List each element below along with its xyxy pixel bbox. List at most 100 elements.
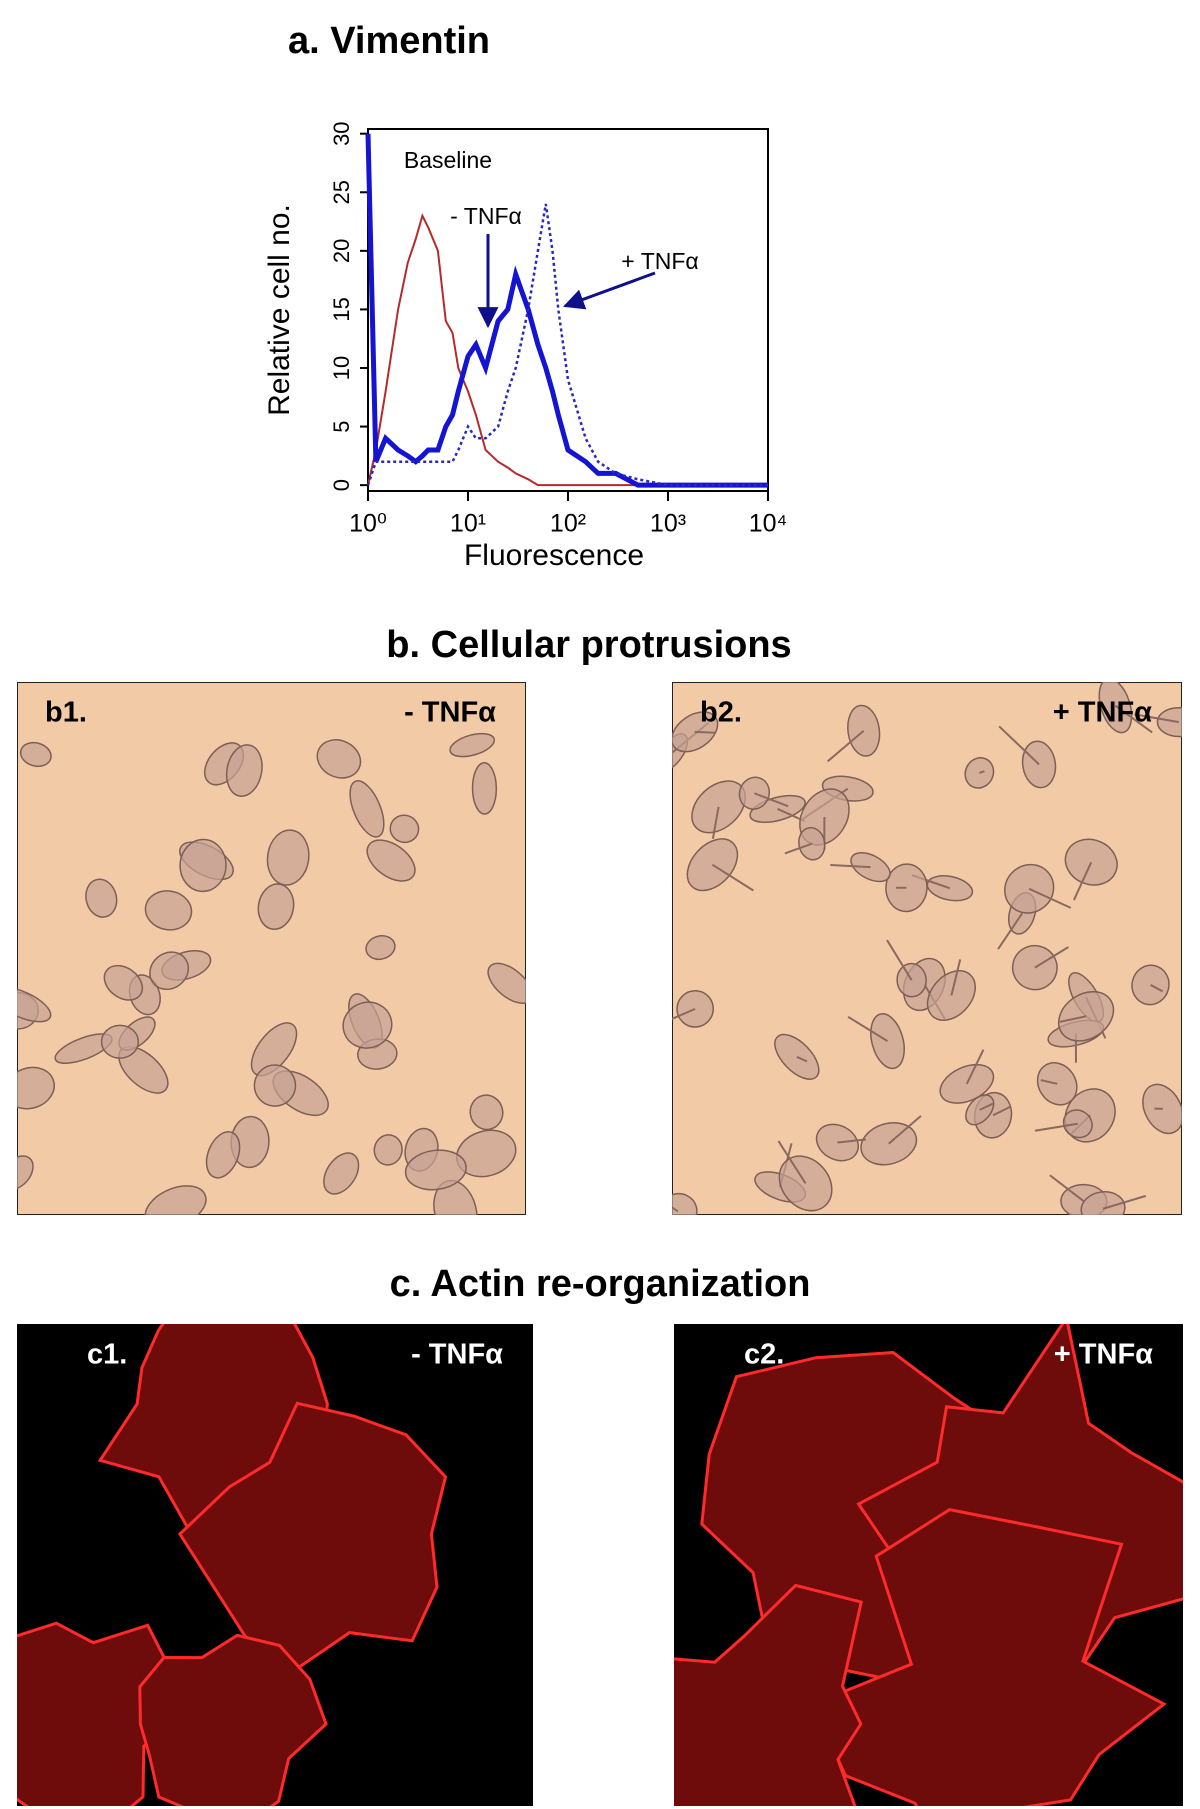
x-axis-label: Fluorescence <box>464 539 644 572</box>
x-tick-label: 10⁰ <box>349 510 387 538</box>
image-label: c2. <box>744 1339 784 1371</box>
panel-title: b. Cellular protrusions <box>386 624 791 666</box>
protrusion <box>979 1102 994 1111</box>
protrusion <box>1102 1194 1147 1210</box>
image-condition: + TNFα <box>1054 1339 1153 1371</box>
image-background <box>17 682 526 1215</box>
series-line <box>365 133 768 488</box>
x-tick-label: 10¹ <box>450 510 486 538</box>
cell <box>17 1155 34 1191</box>
cell <box>1098 682 1133 734</box>
protrusion <box>997 912 1024 950</box>
cell <box>366 839 416 882</box>
micrograph <box>17 1324 533 1806</box>
protrusion <box>998 725 1040 766</box>
micrographs: b1. - TNFα b2. + TNFα c1. - TNFα c2. + TNFα <box>17 682 1183 1806</box>
image-label: b1. <box>45 697 87 729</box>
y-axis-label: Relative cell no. <box>263 204 296 416</box>
y-tick-label: 15 <box>329 297 354 321</box>
cell <box>860 1122 918 1166</box>
cell <box>365 935 396 961</box>
protrusion <box>830 863 871 869</box>
cell <box>253 1064 297 1107</box>
protrusion <box>1034 946 1070 969</box>
annotation-arrow <box>563 271 656 310</box>
x-tick-label: 10⁴ <box>749 510 788 538</box>
protrusion <box>1073 861 1093 901</box>
series-annotation: Baseline <box>404 147 492 173</box>
protrusion <box>672 1007 696 1020</box>
image-condition: - TNFα <box>404 697 496 729</box>
cell <box>449 732 496 758</box>
panel-title: c. Actin re-organization <box>390 1263 811 1305</box>
cell <box>250 1022 298 1077</box>
image-label: b2. <box>700 697 742 729</box>
protrusion <box>777 1140 807 1184</box>
cell <box>778 1155 833 1212</box>
chart-title: a. Vimentin <box>288 20 490 62</box>
y-tick-label: 20 <box>329 239 354 263</box>
protrusion <box>1034 1122 1078 1132</box>
cell <box>257 883 295 930</box>
protrusion <box>950 959 962 996</box>
cell <box>870 1013 905 1070</box>
protrusion <box>979 770 985 774</box>
protrusion <box>672 1206 679 1213</box>
cell <box>149 951 190 991</box>
cell <box>389 814 420 844</box>
protrusion <box>837 1138 866 1144</box>
cell <box>469 1094 504 1131</box>
image-label: c1. <box>87 1339 127 1371</box>
image-background <box>672 682 1182 1215</box>
cell <box>17 1621 184 1806</box>
protrusion <box>1049 1174 1085 1203</box>
cell <box>373 1134 403 1166</box>
protrusion <box>886 939 913 981</box>
cell <box>17 1066 55 1110</box>
protrusion <box>796 1055 808 1063</box>
x-tick-label: 10³ <box>650 510 686 538</box>
series-annotation: + TNFα <box>621 248 698 274</box>
cell <box>266 829 310 886</box>
protrusion <box>847 1015 889 1042</box>
cell <box>471 761 498 815</box>
protrusion <box>1114 704 1153 734</box>
micrograph <box>672 682 1182 1215</box>
protrusion <box>1134 713 1180 724</box>
cell <box>144 1185 207 1215</box>
cell <box>349 780 385 838</box>
protrusion <box>992 1105 1011 1117</box>
protrusion <box>711 863 754 892</box>
cell <box>100 1024 140 1059</box>
x-tick-label: 10² <box>550 510 586 538</box>
cell <box>225 744 263 797</box>
cell <box>144 890 193 931</box>
cell <box>404 1149 467 1191</box>
y-tick-label: 10 <box>329 356 354 380</box>
cell <box>205 1131 241 1179</box>
protrusion <box>1040 1079 1058 1085</box>
cell <box>316 739 362 779</box>
image-condition: - TNFα <box>411 1339 503 1371</box>
micrograph <box>674 1324 1183 1806</box>
cell <box>323 1152 360 1195</box>
cell <box>85 878 118 918</box>
cell <box>177 1401 448 1672</box>
image-condition: + TNFα <box>1053 697 1152 729</box>
plot-frame <box>367 128 769 492</box>
series-annotation: - TNFα <box>450 203 522 229</box>
protrusion <box>1150 984 1164 993</box>
y-tick-label: 5 <box>329 420 354 432</box>
series-line <box>367 212 768 487</box>
cell <box>19 741 52 768</box>
protrusion <box>1059 1015 1087 1023</box>
y-tick-label: 30 <box>329 121 354 145</box>
cell <box>138 1633 328 1806</box>
protrusion <box>694 730 716 734</box>
protrusion <box>1028 887 1072 909</box>
protrusion <box>784 842 813 855</box>
cell <box>17 986 52 1023</box>
protrusion <box>754 792 789 808</box>
protrusion <box>826 729 865 763</box>
